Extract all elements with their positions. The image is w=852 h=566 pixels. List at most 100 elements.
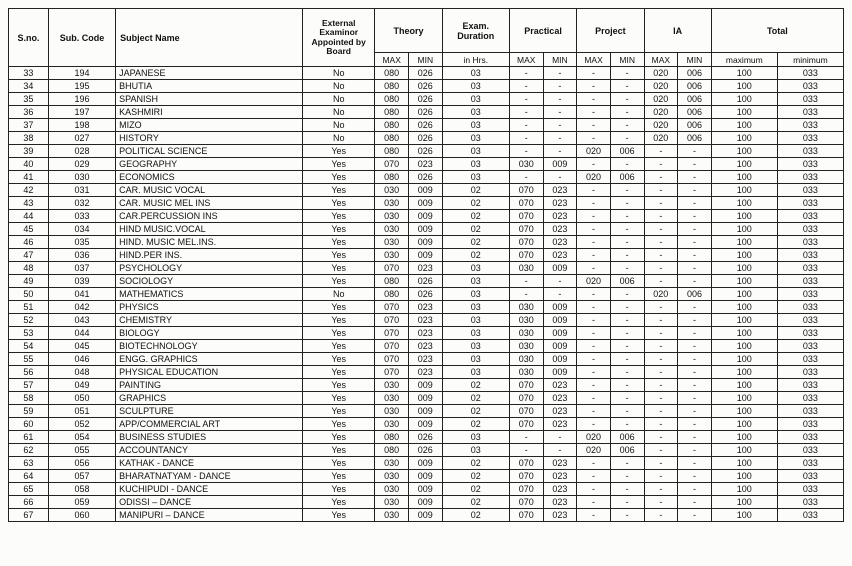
table-row: 53044BIOLOGYYes07002303030009----100033 bbox=[9, 327, 844, 340]
cell-tmax: 080 bbox=[375, 145, 409, 158]
cell-prmin: 006 bbox=[610, 145, 644, 158]
table-row: 65058KUCHIPUDI - DANCEYes03000902070023-… bbox=[9, 483, 844, 496]
cell-prmin: - bbox=[610, 223, 644, 236]
table-row: 46035HIND. MUSIC MEL.INS.Yes030009020700… bbox=[9, 236, 844, 249]
cell-tmax: 030 bbox=[375, 483, 409, 496]
table-row: 43032CAR. MUSIC MEL INSYes03000902070023… bbox=[9, 197, 844, 210]
cell-tmin: 023 bbox=[408, 262, 442, 275]
cell-tmax: 030 bbox=[375, 184, 409, 197]
col-theory: Theory bbox=[375, 9, 442, 53]
cell-totmax: 100 bbox=[711, 483, 777, 496]
cell-iamin: - bbox=[678, 262, 712, 275]
table-row: 54045BIOTECHNOLOGYYes07002303030009----1… bbox=[9, 340, 844, 353]
cell-name: SCULPTURE bbox=[116, 405, 303, 418]
practical-min: MIN bbox=[543, 53, 577, 67]
cell-totmin: 033 bbox=[777, 145, 843, 158]
cell-iamin: - bbox=[678, 197, 712, 210]
cell-iamax: - bbox=[644, 444, 678, 457]
cell-prmax: - bbox=[577, 496, 611, 509]
cell-dur: 03 bbox=[442, 171, 509, 184]
cell-sno: 54 bbox=[9, 340, 49, 353]
cell-totmax: 100 bbox=[711, 379, 777, 392]
cell-prmax: - bbox=[577, 197, 611, 210]
cell-prmin: 006 bbox=[610, 444, 644, 457]
cell-tmax: 080 bbox=[375, 106, 409, 119]
cell-code: 194 bbox=[48, 67, 115, 80]
cell-iamin: - bbox=[678, 366, 712, 379]
cell-sno: 52 bbox=[9, 314, 49, 327]
cell-ext: Yes bbox=[303, 301, 375, 314]
cell-name: GRAPHICS bbox=[116, 392, 303, 405]
cell-tmin: 023 bbox=[408, 314, 442, 327]
cell-prmin: - bbox=[610, 392, 644, 405]
cell-prmin: - bbox=[610, 353, 644, 366]
cell-tmin: 023 bbox=[408, 340, 442, 353]
cell-name: SOCIOLOGY bbox=[116, 275, 303, 288]
cell-ext: Yes bbox=[303, 496, 375, 509]
cell-pmin: 023 bbox=[543, 236, 577, 249]
cell-tmax: 080 bbox=[375, 288, 409, 301]
cell-dur: 03 bbox=[442, 80, 509, 93]
cell-pmax: 070 bbox=[509, 223, 543, 236]
cell-pmax: 030 bbox=[509, 366, 543, 379]
cell-dur: 02 bbox=[442, 392, 509, 405]
cell-dur: 02 bbox=[442, 197, 509, 210]
cell-prmin: - bbox=[610, 210, 644, 223]
table-row: 66059ODISSI – DANCEYes03000902070023----… bbox=[9, 496, 844, 509]
cell-pmax: 070 bbox=[509, 496, 543, 509]
cell-totmax: 100 bbox=[711, 106, 777, 119]
cell-pmin: 023 bbox=[543, 223, 577, 236]
cell-name: PHYSICAL EDUCATION bbox=[116, 366, 303, 379]
cell-pmax: 070 bbox=[509, 483, 543, 496]
cell-pmax: 030 bbox=[509, 262, 543, 275]
cell-iamax: - bbox=[644, 509, 678, 522]
cell-dur: 03 bbox=[442, 366, 509, 379]
cell-name: GEOGRAPHY bbox=[116, 158, 303, 171]
cell-iamin: - bbox=[678, 444, 712, 457]
cell-ext: No bbox=[303, 93, 375, 106]
cell-prmax: 020 bbox=[577, 431, 611, 444]
table-row: 34195BHUTIANo08002603----020006100033 bbox=[9, 80, 844, 93]
cell-iamax: - bbox=[644, 353, 678, 366]
total-max: maximum bbox=[711, 53, 777, 67]
cell-prmax: - bbox=[577, 392, 611, 405]
cell-tmax: 070 bbox=[375, 314, 409, 327]
cell-sno: 62 bbox=[9, 444, 49, 457]
cell-ext: Yes bbox=[303, 171, 375, 184]
cell-ext: Yes bbox=[303, 418, 375, 431]
cell-iamin: - bbox=[678, 431, 712, 444]
cell-iamax: - bbox=[644, 236, 678, 249]
cell-totmax: 100 bbox=[711, 262, 777, 275]
cell-iamin: - bbox=[678, 171, 712, 184]
cell-totmax: 100 bbox=[711, 197, 777, 210]
cell-totmax: 100 bbox=[711, 236, 777, 249]
cell-iamax: - bbox=[644, 171, 678, 184]
table-row: 52043CHEMISTRYYes07002303030009----10003… bbox=[9, 314, 844, 327]
cell-iamin: - bbox=[678, 457, 712, 470]
cell-pmax: - bbox=[509, 67, 543, 80]
cell-totmax: 100 bbox=[711, 418, 777, 431]
cell-pmin: 009 bbox=[543, 262, 577, 275]
cell-tmax: 030 bbox=[375, 197, 409, 210]
cell-name: POLITICAL SCIENCE bbox=[116, 145, 303, 158]
cell-pmax: 070 bbox=[509, 379, 543, 392]
cell-dur: 03 bbox=[442, 262, 509, 275]
cell-iamin: 006 bbox=[678, 93, 712, 106]
cell-dur: 03 bbox=[442, 132, 509, 145]
cell-pmax: 030 bbox=[509, 158, 543, 171]
cell-sno: 46 bbox=[9, 236, 49, 249]
cell-prmax: - bbox=[577, 340, 611, 353]
cell-dur: 03 bbox=[442, 431, 509, 444]
cell-dur: 02 bbox=[442, 509, 509, 522]
cell-iamin: - bbox=[678, 301, 712, 314]
cell-code: 032 bbox=[48, 197, 115, 210]
cell-pmin: 009 bbox=[543, 340, 577, 353]
cell-iamin: - bbox=[678, 379, 712, 392]
cell-tmin: 023 bbox=[408, 327, 442, 340]
theory-min: MIN bbox=[408, 53, 442, 67]
cell-code: 044 bbox=[48, 327, 115, 340]
cell-tmax: 080 bbox=[375, 80, 409, 93]
cell-pmax: - bbox=[509, 288, 543, 301]
cell-iamin: - bbox=[678, 327, 712, 340]
cell-ext: No bbox=[303, 67, 375, 80]
